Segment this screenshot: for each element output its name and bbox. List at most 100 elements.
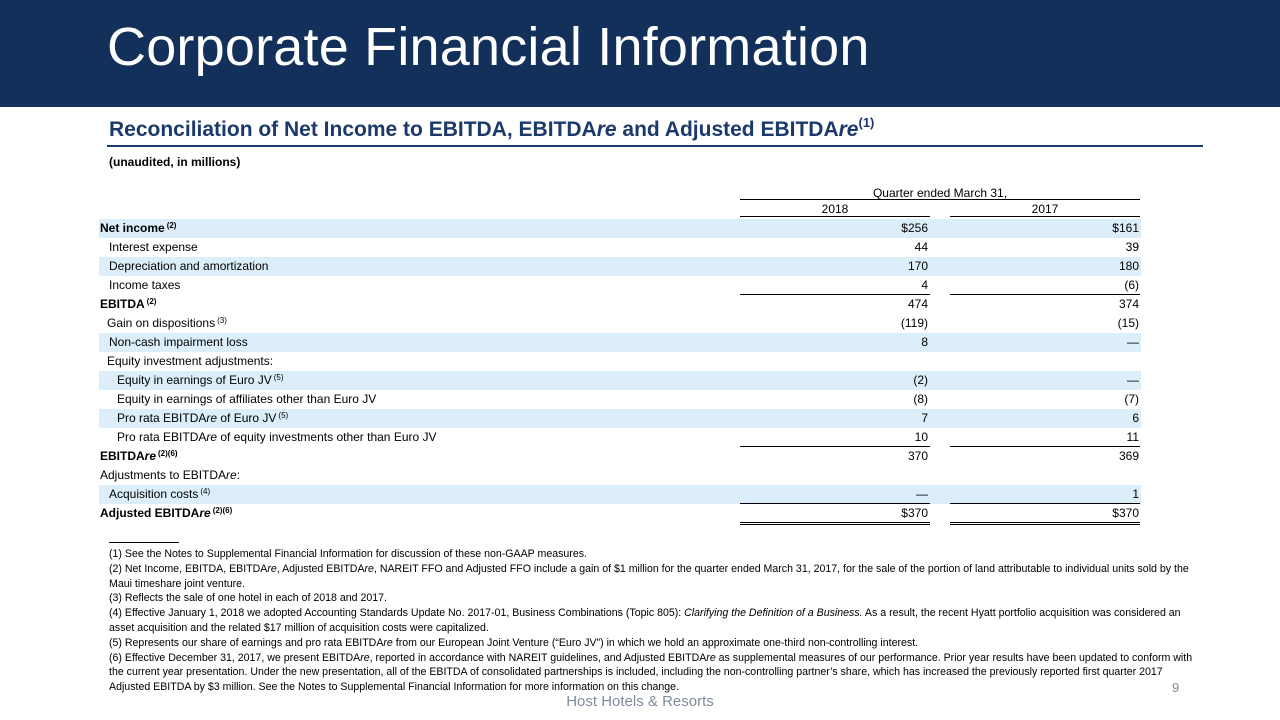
value-2018: 170: [907, 259, 928, 273]
value-2018: 8: [921, 335, 928, 349]
value-2017: 374: [1118, 297, 1139, 311]
row-label-italic: re: [206, 430, 218, 444]
value-2018: 10: [914, 430, 928, 444]
table-row: Non-cash impairment loss 8 —: [99, 333, 1141, 352]
period-header-rule: [740, 199, 1140, 200]
total-rule: [740, 446, 930, 447]
total-rule: [950, 524, 1140, 525]
row-footnote-ref: (2)(6): [212, 506, 233, 515]
row-label-text: EBITDA: [100, 297, 145, 311]
row-label: Equity in earnings of Euro JV (5): [117, 371, 284, 391]
value-2017: 39: [1125, 240, 1139, 254]
row-label-text: Equity investment adjustments:: [107, 354, 274, 368]
row-label-text: of Euro JV: [217, 411, 277, 425]
value-2017: 6: [1132, 411, 1139, 425]
footnote-italic: re: [360, 651, 370, 664]
table-row: Gain on dispositions (3) (119) (15): [99, 314, 1141, 333]
value-2017: 180: [1118, 259, 1139, 273]
total-rule: [740, 294, 930, 295]
row-label-italic: re: [206, 411, 218, 425]
table-row: Pro rata EBITDAre of equity investments …: [99, 428, 1141, 447]
footnote-text: (5) Represents our share of earnings and…: [109, 636, 384, 649]
value-2018: (8): [913, 392, 928, 406]
total-rule: [740, 522, 930, 523]
row-label: Interest expense: [109, 238, 198, 257]
footnote-italic: re: [364, 562, 374, 575]
row-label-text: Income taxes: [109, 278, 181, 292]
value-2017: $161: [1112, 221, 1139, 235]
section-subtitle: Reconciliation of Net Income to EBITDA, …: [109, 115, 874, 142]
value-2017: 1: [1132, 487, 1139, 501]
value-2018: $256: [901, 221, 928, 235]
footnote-separator: [109, 542, 179, 543]
value-2017: —: [1127, 373, 1139, 387]
row-label-italic: re: [144, 449, 157, 463]
row-label-text: Acquisition costs: [109, 487, 199, 501]
footnotes: (1) See the Notes to Supplemental Financ…: [109, 547, 1199, 695]
value-2018: $370: [901, 506, 928, 520]
table-row: Equity in earnings of Euro JV (5) (2) —: [99, 371, 1141, 390]
footnote-text: (4) Effective January 1, 2018 we adopted…: [109, 607, 685, 620]
unaudited-note: (unaudited, in millions): [109, 155, 241, 169]
row-label-text: Net income: [100, 221, 165, 235]
footnote-text: (6) Effective December 31, 2017, we pres…: [109, 651, 361, 664]
table-row: Equity in earnings of affiliates other t…: [99, 390, 1141, 409]
row-label: Pro rata EBITDAre of Euro JV (5): [117, 409, 288, 429]
value-2017: (7): [1124, 392, 1139, 406]
footnote-italic: Clarifying the Definition of a Business.: [684, 607, 863, 620]
value-2018: —: [916, 487, 928, 501]
footnote-3: (3) Reflects the sale of one hotel in ea…: [109, 592, 387, 605]
table-row: Equity investment adjustments:: [99, 352, 1141, 371]
footnote-italic: re: [267, 562, 277, 575]
value-2017: 11: [1126, 430, 1139, 444]
footnote-text: , NAREIT FFO and Adjusted FFO include a …: [109, 562, 1189, 590]
table-row: EBITDAre (2)(6) 370 369: [99, 447, 1141, 466]
total-rule: [950, 294, 1140, 295]
row-footnote-ref: (2): [146, 297, 157, 306]
row-label: Gain on dispositions (3): [107, 314, 227, 334]
row-footnote-ref: (4): [200, 487, 211, 496]
row-label-text: Depreciation and amortization: [109, 259, 269, 273]
row-footnote-ref: (5): [273, 373, 284, 382]
row-label-text: of equity investments other than Euro JV: [217, 430, 437, 444]
row-label: Non-cash impairment loss: [109, 333, 248, 352]
row-label-italic: re: [226, 468, 237, 482]
table-row: Acquisition costs (4) — 1: [99, 485, 1141, 504]
value-2017: —: [1127, 335, 1139, 349]
row-label-text: Adjustments to EBITDA: [100, 468, 227, 482]
row-label-text: Interest expense: [109, 240, 198, 254]
row-label-text: Non-cash impairment loss: [109, 335, 248, 349]
row-label-text: EBITDA: [100, 449, 145, 463]
row-footnote-ref: (5): [278, 411, 289, 420]
subtitle-text: Reconciliation of Net Income to EBITDA, …: [109, 118, 597, 141]
total-rule: [950, 522, 1140, 523]
footnote-6: (6) Effective December 31, 2017, we pres…: [109, 651, 1199, 695]
year-header-rule: [950, 216, 1140, 217]
footnote-2: (2) Net Income, EBITDA, EBITDAre, Adjust…: [109, 562, 1199, 592]
year-header-2017: 2017: [1031, 202, 1059, 216]
total-rule: [740, 503, 930, 504]
row-label-text: Equity in earnings of affiliates other t…: [117, 392, 377, 406]
value-2018: 4: [921, 278, 928, 292]
footnote-italic: re: [706, 651, 716, 664]
row-label: Equity investment adjustments:: [107, 352, 273, 371]
footnote-1: (1) See the Notes to Supplemental Financ…: [109, 548, 587, 560]
footnote-italic: re: [383, 636, 393, 649]
value-2017: (15): [1117, 316, 1139, 330]
row-label: Adjustments to EBITDAre:: [100, 466, 240, 485]
footnote-text: , reported in accordance with NAREIT gui…: [369, 651, 707, 664]
value-2018: 370: [907, 449, 928, 463]
value-2018: (2): [913, 373, 928, 387]
row-label-text: :: [236, 468, 241, 482]
total-rule: [950, 503, 1140, 504]
row-label: Income taxes: [109, 276, 180, 295]
table-row: EBITDA (2) 474 374: [99, 295, 1141, 314]
row-footnote-ref: (2): [166, 221, 177, 230]
subtitle-italic: re: [596, 118, 617, 141]
row-label-text: Equity in earnings of Euro JV: [117, 373, 272, 387]
page-title: Corporate Financial Information: [107, 17, 870, 77]
row-label: Net income (2): [100, 219, 176, 239]
footnote-5: (5) Represents our share of earnings and…: [109, 636, 1199, 651]
footnote-4: (4) Effective January 1, 2018 we adopted…: [109, 606, 1199, 636]
row-label: Pro rata EBITDAre of equity investments …: [117, 428, 437, 447]
